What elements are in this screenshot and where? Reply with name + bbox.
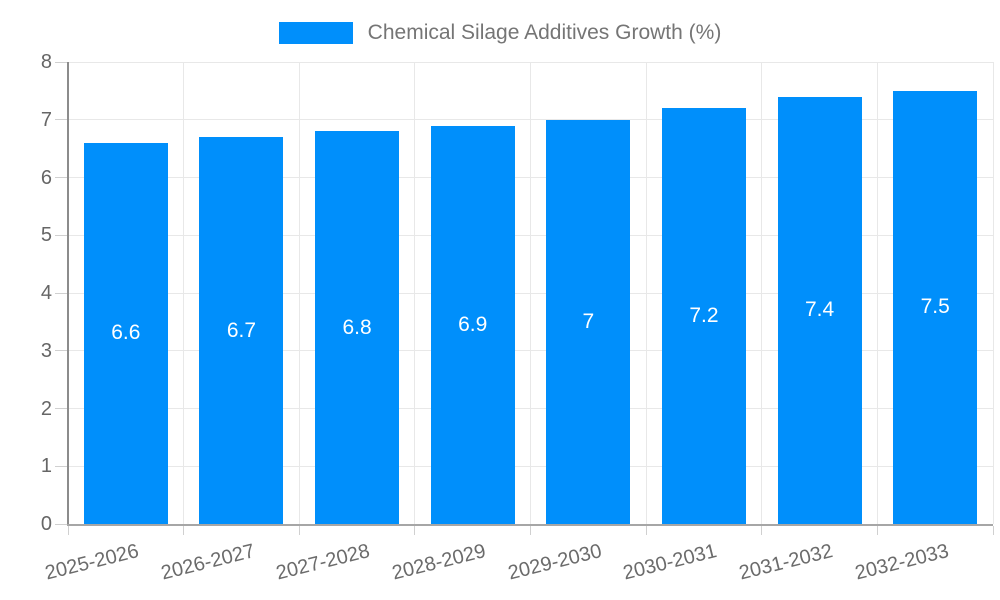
y-axis-tick [55,465,68,467]
bar-value-label: 6.7 [226,318,257,342]
x-axis-tick-label: 2031-2032 [736,540,835,585]
x-gridline [183,62,185,524]
bar[interactable] [777,96,862,524]
y-axis-tick [55,523,68,525]
y-axis-tick-label: 8 [40,51,52,73]
bar-value-label: 7.2 [689,304,719,328]
x-axis-tick-label: 2026-2027 [158,540,257,585]
y-axis-tick-label: 5 [40,224,52,247]
y-axis-tick-label: 3 [40,339,52,362]
y-axis-tick-label: 0 [40,513,52,535]
x-axis-tick-label: 2025-2026 [42,540,142,585]
y-axis-tick [55,350,68,352]
bar-value-label: 7 [582,309,595,333]
y-axis-tick [55,61,68,63]
x-gridline [414,62,416,524]
y-axis-tick-label: 2 [40,397,52,420]
x-axis-tick-label: 2028-2029 [389,540,489,585]
x-axis-tick-label: 2029-2030 [505,540,604,585]
y-axis-tick-label: 6 [40,166,52,189]
x-axis-tick [298,526,300,535]
bar[interactable] [199,137,284,524]
bar[interactable] [546,119,631,524]
legend-marker-swatch [278,22,353,44]
x-axis-tick [67,526,69,535]
bar-value-label: 6.6 [111,321,141,345]
x-axis-tick-label: 2032-2033 [852,540,951,585]
y-axis-tick [55,177,68,178]
legend-item[interactable]: Chemical Silage Additives Growth (%) [0,21,1000,45]
y-axis-tick-label: 1 [40,455,52,478]
x-axis-tick [530,526,531,535]
x-axis-tick [761,526,763,535]
x-gridline [530,62,531,524]
y-axis-tick [55,234,68,236]
y-axis-line [67,62,69,526]
y-axis-tick-label: 7 [40,108,52,131]
y-axis-tick [55,408,68,409]
x-gridline [876,62,878,524]
x-gridline [992,62,994,524]
x-axis-tick-label: 2030-2031 [621,540,720,585]
x-axis-tick [414,526,416,535]
bar-value-label: 7.5 [920,295,950,319]
bar[interactable] [893,90,978,524]
x-gridline [298,62,300,524]
x-gridline [761,62,763,524]
bar[interactable] [661,108,746,524]
x-axis-tick-label: 2027-2028 [274,540,373,585]
x-axis-tick [645,526,647,535]
bar-value-label: 6.8 [342,315,372,339]
x-axis-line [67,524,993,526]
legend-label: Chemical Silage Additives Growth (%) [367,21,722,44]
y-axis-tick-label: 4 [40,282,52,304]
x-axis-tick [876,526,878,535]
y-axis-tick [55,119,68,121]
bar-value-label: 7.4 [804,298,835,322]
bar-value-label: 6.9 [458,312,488,336]
x-axis-tick [183,526,185,535]
bar[interactable] [83,142,168,524]
bar[interactable] [315,131,400,524]
x-axis-tick [992,526,994,535]
bar[interactable] [430,125,515,524]
y-axis-tick [55,292,68,294]
x-gridline [645,62,647,524]
